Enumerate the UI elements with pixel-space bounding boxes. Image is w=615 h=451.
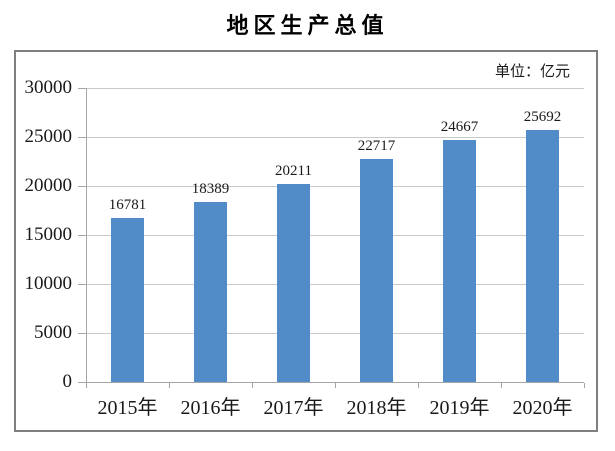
x-axis-tick bbox=[85, 383, 87, 388]
y-axis-label: 10000 bbox=[24, 273, 73, 294]
x-axis-tick bbox=[583, 383, 585, 388]
unit-label: 单位：亿元 bbox=[494, 64, 570, 80]
y-axis-tick bbox=[78, 234, 86, 236]
x-axis-tick bbox=[334, 383, 336, 388]
x-axis-label: 2019年 bbox=[429, 397, 490, 419]
bar-2019年 bbox=[443, 140, 476, 382]
chart-title: 地区生产总值 bbox=[226, 13, 389, 38]
y-axis-label: 30000 bbox=[24, 77, 73, 98]
y-axis-label: 25000 bbox=[24, 126, 73, 147]
y-axis-tick bbox=[78, 185, 86, 187]
y-axis-line bbox=[86, 88, 87, 382]
x-axis-tick bbox=[251, 383, 253, 388]
y-axis-label: 5000 bbox=[34, 322, 72, 343]
bar-2017年 bbox=[277, 183, 310, 382]
y-axis-tick bbox=[78, 283, 86, 285]
bar-2018年 bbox=[360, 159, 393, 382]
gridline bbox=[86, 136, 584, 138]
x-axis-label: 2018年 bbox=[346, 397, 407, 419]
bar-value-label: 25692 bbox=[523, 109, 562, 126]
gridline bbox=[86, 332, 584, 334]
bar-2015年 bbox=[111, 217, 144, 382]
bar-value-label: 20211 bbox=[275, 162, 312, 179]
x-axis-line bbox=[78, 382, 584, 383]
bar-value-label: 18389 bbox=[191, 180, 230, 197]
bar-2016年 bbox=[194, 201, 227, 382]
gridline bbox=[86, 283, 584, 285]
bar-value-label: 16781 bbox=[108, 196, 147, 213]
x-axis-label: 2016年 bbox=[180, 397, 241, 419]
bar-value-label: 22717 bbox=[357, 138, 396, 155]
y-axis-label: 20000 bbox=[24, 175, 73, 196]
y-axis-label: 15000 bbox=[24, 224, 73, 245]
x-axis-tick bbox=[500, 383, 502, 388]
gridline bbox=[86, 185, 584, 187]
y-axis-tick bbox=[78, 332, 86, 334]
plot-area: 0 5000 10000 15000 20000 25000 30000 16781 2015年… bbox=[25, 77, 585, 419]
y-axis-label: 0 bbox=[62, 371, 73, 392]
bar-value-label: 24667 bbox=[440, 119, 479, 136]
x-axis-label: 2017年 bbox=[263, 397, 324, 419]
x-axis-tick bbox=[168, 383, 170, 388]
bar-2020年 bbox=[526, 130, 559, 382]
x-axis-label: 2020年 bbox=[512, 397, 573, 419]
chart-frame: 单位：亿元 0 5000 10000 15000 20000 25000 30000 1678… bbox=[14, 50, 598, 432]
gridline bbox=[86, 234, 584, 236]
x-axis-label: 2015年 bbox=[97, 397, 158, 419]
y-axis-tick bbox=[78, 87, 86, 89]
y-axis-tick bbox=[78, 136, 86, 138]
x-axis-tick bbox=[417, 383, 419, 388]
gridline bbox=[86, 87, 584, 89]
